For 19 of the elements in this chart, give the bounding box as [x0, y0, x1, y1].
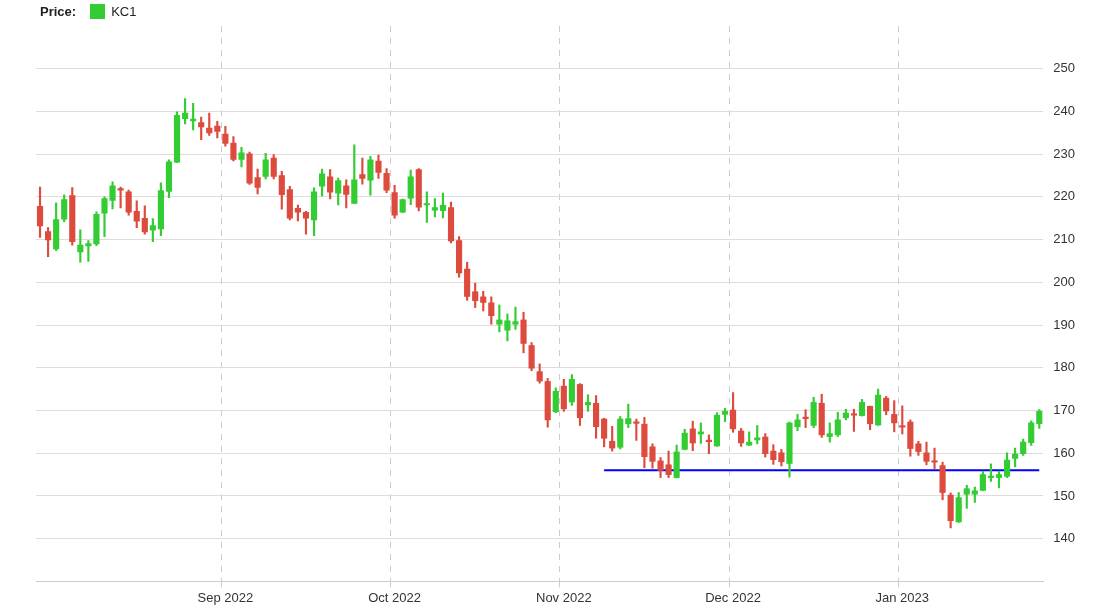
y-tick-label: 140: [1053, 530, 1076, 546]
legend-title: Price:: [40, 4, 77, 19]
y-tick-label: 160: [1053, 444, 1076, 460]
y-tick-label: 190: [1053, 316, 1076, 332]
x-tick-label: Oct 2022: [368, 589, 421, 605]
y-tick-label: 200: [1053, 273, 1076, 289]
x-tick-label: Dec 2022: [705, 589, 761, 605]
y-tick-label: 210: [1053, 231, 1076, 247]
y-tick-label: 180: [1053, 359, 1076, 375]
y-tick-label: 240: [1053, 103, 1076, 119]
y-tick-label: 170: [1053, 402, 1076, 418]
y-tick-label: 220: [1053, 188, 1076, 204]
x-tick-label: Jan 2023: [875, 589, 930, 605]
y-tick-label: 250: [1053, 60, 1076, 76]
x-tick-label: Nov 2022: [536, 589, 592, 605]
y-tick-label: 230: [1053, 145, 1076, 161]
y-tick-label: 150: [1053, 487, 1076, 503]
x-tick-label: Sep 2022: [197, 589, 254, 605]
legend-label: KC1: [111, 4, 137, 19]
